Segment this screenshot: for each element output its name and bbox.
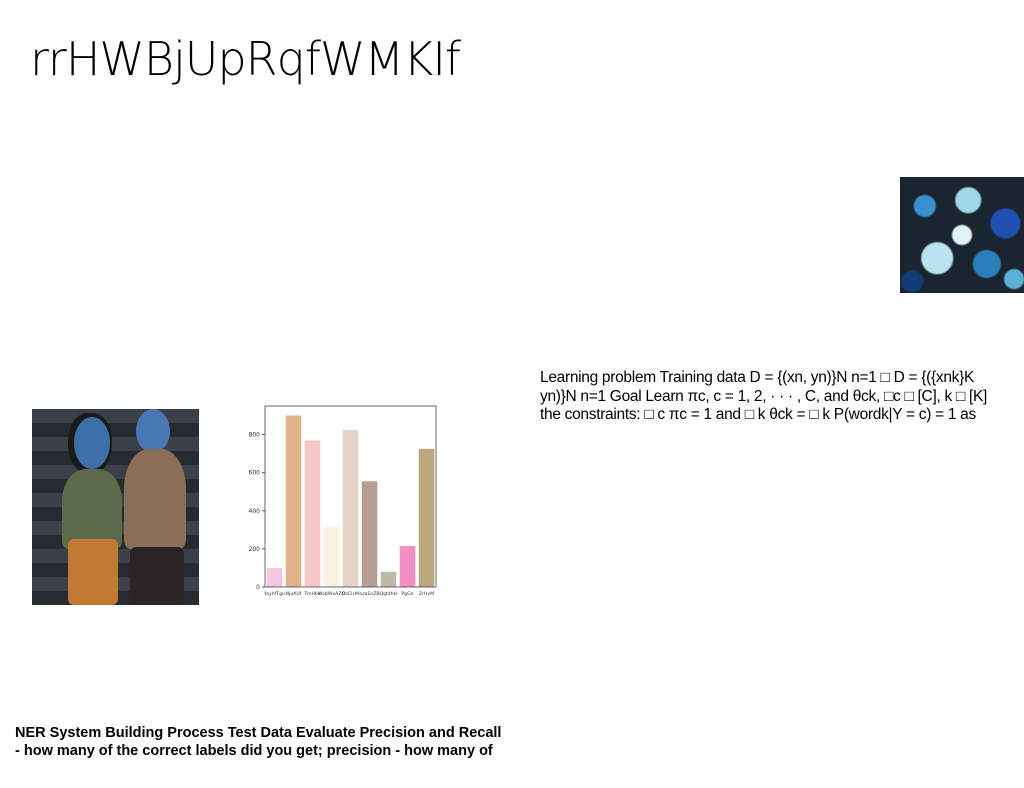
x-tick-label: ZrHyM	[419, 591, 434, 597]
bar-DsClcM	[342, 429, 359, 587]
bar-TmHbx	[304, 440, 321, 587]
x-tick-label: TmHbx	[303, 591, 321, 597]
x-tick-label: DsClcM	[342, 591, 359, 597]
paragraph-line: yn)}N n=1 Goal Learn πc, c = 1, 2, · · ·…	[540, 387, 988, 405]
y-tick-label: 0	[256, 584, 260, 591]
x-tick-label: YoyhfTgu	[263, 591, 285, 597]
bar-ozaEnZB	[361, 481, 378, 587]
bar-WobWvAZO	[323, 526, 340, 587]
two-people-photo	[32, 409, 199, 605]
x-tick-label: ozaEnZB	[359, 591, 379, 597]
bottom-text-line: NER System Building Process Test Data Ev…	[15, 725, 502, 741]
x-tick-label: WobWvAZO	[318, 591, 346, 597]
x-tick-label: NjuAUf	[286, 591, 302, 597]
bar-NjuAUf	[285, 415, 302, 587]
y-tick-label: 200	[249, 546, 261, 553]
paragraph-line: Learning problem Training data D = {(xn,…	[540, 369, 975, 386]
bar-YoyhfTgu	[266, 567, 283, 587]
x-tick-label: PgGn	[401, 591, 413, 597]
pottery-bowls-photo	[900, 177, 1024, 293]
ner-process-text: NER System Building Process Test Data Ev…	[15, 724, 615, 760]
person-face	[136, 409, 170, 453]
bar-PgGn	[399, 546, 416, 587]
plot-frame	[264, 405, 437, 588]
person-trousers	[130, 547, 184, 605]
bar-chart: 0 200 400 600 800 YoyhfTgu NjuAUf TmHbx WobWvAZO…	[244, 398, 444, 608]
learning-problem-paragraph: Learning problem Training data D = {(xn,…	[540, 369, 1020, 425]
person-coat	[124, 449, 186, 549]
y-tick-label: 400	[249, 508, 261, 515]
person-trousers	[68, 539, 118, 605]
bar-Qgtdhkl	[380, 571, 397, 587]
x-tick-label: Qgtdhkl	[379, 591, 397, 597]
bar-ZrHyM	[418, 448, 435, 587]
bottom-text-line: - how many of the correct labels did you…	[15, 743, 493, 759]
bar-chart-svg: 0 200 400 600 800 YoyhfTgu NjuAUf TmHbxWobWvAZO…	[249, 405, 437, 597]
page-title: rrHWBjUpRqfWMKIf	[30, 32, 461, 86]
person-face	[74, 417, 110, 469]
person-sweater	[62, 469, 122, 549]
paragraph-line: the constraints: □ c πc = 1 and □ k θck …	[540, 406, 976, 423]
y-tick-label: 800	[249, 432, 261, 439]
y-tick-label: 600	[249, 470, 261, 477]
